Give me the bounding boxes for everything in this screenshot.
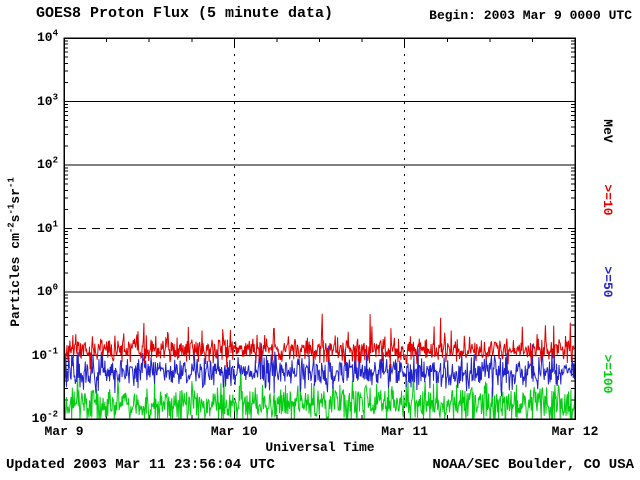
- y-tick-label: 103: [36, 92, 58, 109]
- x-tick-label: Mar 9: [44, 424, 84, 439]
- y-tick-label: 100: [36, 282, 58, 299]
- y-tick-label: 102: [36, 155, 58, 172]
- series-threshold-label-50: >=50: [600, 266, 615, 298]
- series-threshold-label-10: >=10: [600, 184, 615, 216]
- series-threshold-label-100: >=100: [600, 354, 615, 394]
- y-tick-label: 10-2: [31, 409, 58, 426]
- y-tick-label: 104: [36, 28, 58, 45]
- y-tick-label: 101: [36, 219, 58, 236]
- x-tick-label: Mar 10: [210, 424, 258, 439]
- begin-timestamp: Begin: 2003 Mar 9 0000 UTC: [429, 8, 632, 23]
- y-axis-label: Particles cm-2s-1sr-1: [6, 177, 23, 327]
- x-axis-label: Universal Time: [265, 440, 375, 455]
- x-tick-label: Mar 12: [551, 424, 599, 439]
- source-credit: NOAA/SEC Boulder, CO USA: [432, 457, 634, 473]
- y-tick-label: 10-1: [31, 346, 58, 363]
- x-tick-label: Mar 11: [381, 424, 429, 439]
- updated-timestamp: Updated 2003 Mar 11 23:56:04 UTC: [6, 457, 275, 473]
- chart-title: GOES8 Proton Flux (5 minute data): [36, 5, 334, 22]
